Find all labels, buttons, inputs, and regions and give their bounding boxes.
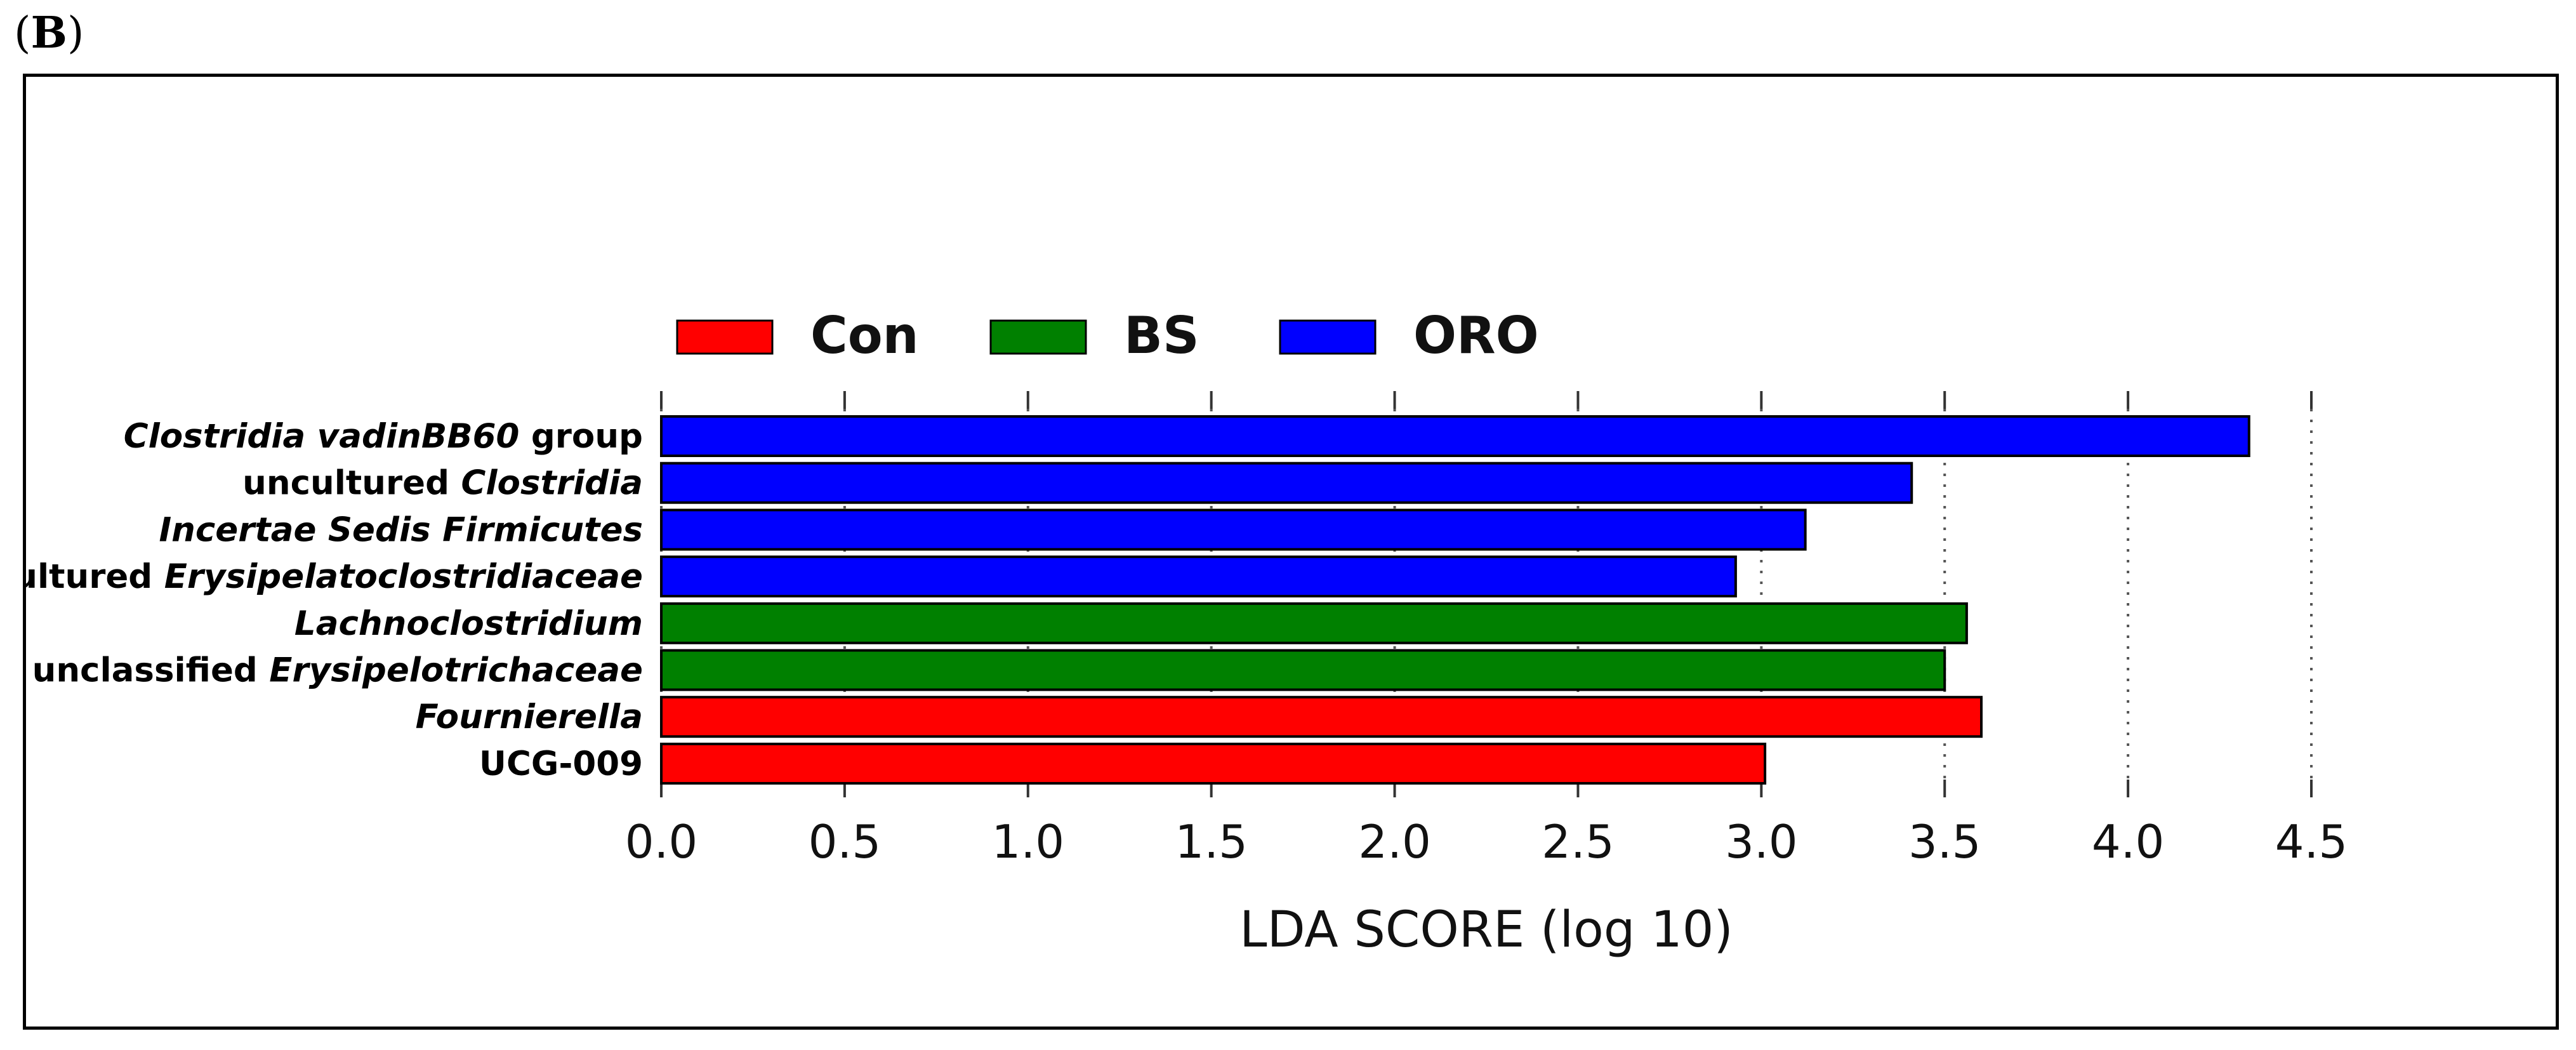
x-tick-label-7: 3.5 (1908, 815, 1981, 868)
bar-7 (660, 742, 1767, 785)
x-tick-label-8: 4.0 (2092, 815, 2165, 868)
category-label-5: unclassified Erysipelotrichaceae (32, 651, 643, 690)
x-tick-label-1: 0.5 (809, 815, 882, 868)
legend-swatch-con (676, 319, 774, 355)
category-label-0: Clostridia vadinBB60 group (124, 417, 643, 456)
x-tick-label-6: 3.0 (1725, 815, 1798, 868)
x-tick-label-9: 4.5 (2275, 815, 2348, 868)
lda-bar-chart: 0.0 0.5 1.0 1.5 2.0 2.5 3.0 3.5 4.0 4.5 LDA SCORE … (26, 306, 2348, 959)
legend-label-bs: BS (1124, 306, 1199, 365)
bar-0 (660, 415, 2250, 457)
category-label-1: uncultured Clostridia (242, 464, 643, 503)
x-tick-label-3: 1.5 (1175, 815, 1248, 868)
category-label-4: Lachnoclostridium (294, 604, 643, 643)
bar-6 (660, 696, 1983, 738)
x-axis-title: LDA SCORE (log 10) (1239, 901, 1733, 959)
x-tick-label-4: 2.0 (1358, 815, 1431, 868)
bar-2 (660, 508, 1807, 551)
legend-swatch-oro (1279, 319, 1377, 355)
chart-frame: 0.0 0.5 1.0 1.5 2.0 2.5 3.0 3.5 4.0 4.5 LDA SCORE … (23, 74, 2559, 1030)
category-label-6: Fournierella (416, 698, 643, 736)
panel-label: (B) (14, 8, 84, 58)
x-tick-label-0: 0.0 (625, 815, 698, 868)
legend-label-con: Con (810, 306, 919, 365)
bar-3 (660, 555, 1737, 598)
category-label-7: UCG-009 (479, 745, 643, 783)
category-label-3: uncultured Erysipelatoclostridiaceae (26, 557, 643, 596)
legend-swatch-bs (989, 319, 1087, 355)
category-label-2: Incertae Sedis Firmicutes (159, 510, 643, 549)
legend-label-oro: ORO (1413, 306, 1539, 365)
bar-4 (660, 602, 1968, 644)
x-tick-label-2: 1.0 (992, 815, 1065, 868)
bar-1 (660, 462, 1913, 504)
bar-5 (660, 649, 1946, 691)
x-tick-label-5: 2.5 (1542, 815, 1615, 868)
